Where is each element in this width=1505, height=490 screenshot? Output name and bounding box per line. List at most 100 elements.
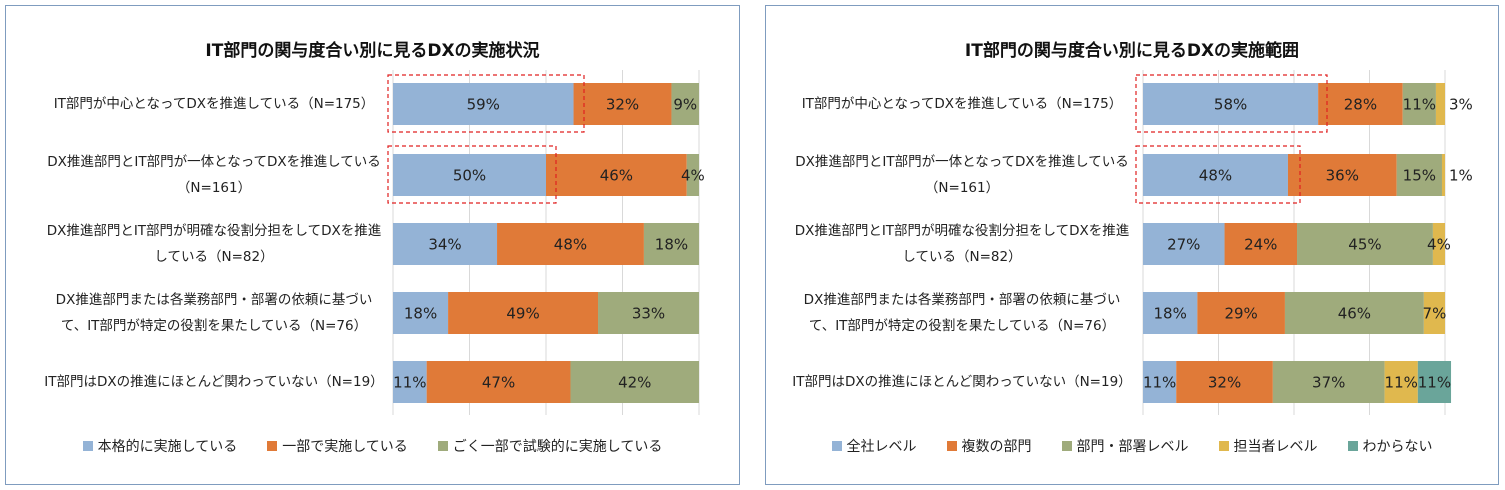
bar-segment [393, 154, 546, 196]
legend-swatch [1347, 441, 1358, 451]
highlight-box [387, 74, 585, 133]
bar-segment [1197, 292, 1285, 334]
bar-segment [1284, 292, 1424, 334]
data-label: 33% [632, 305, 665, 323]
legend-label: 全社レベル [846, 439, 917, 455]
bar-segment [1423, 292, 1445, 334]
legend-item: 複数の部門 [946, 436, 1032, 456]
category-label: IT部門はDXの推進にほとんど関わっていない（N=19） [792, 374, 1132, 390]
legend-swatch [946, 441, 957, 451]
data-label: 18% [655, 236, 688, 254]
data-label: 24% [1244, 236, 1277, 254]
category-label: DX推進部門とIT部門が明確な役割分担をしてDXを推進している（N=82） [794, 223, 1130, 265]
data-label: 34% [428, 236, 461, 254]
legend-swatch [1218, 441, 1229, 451]
legend-label: 担当者レベル [1233, 439, 1318, 455]
data-label: 18% [404, 305, 437, 323]
bar-segment [546, 154, 687, 196]
highlight-box [1135, 74, 1328, 133]
legend-item: 全社レベル [831, 436, 917, 456]
data-label: 18% [1154, 305, 1187, 323]
legend-item: 担当者レベル [1218, 436, 1318, 456]
bar-segment [1402, 83, 1436, 125]
data-label: 58% [1214, 96, 1247, 114]
data-label: 11% [1385, 374, 1418, 392]
bar-segment [426, 361, 571, 403]
bar-segment [393, 361, 427, 403]
chart-panel [765, 5, 1499, 485]
legend-swatch [267, 441, 278, 451]
highlight-box [1135, 145, 1301, 204]
data-label: 9% [673, 96, 697, 114]
data-label: 29% [1224, 305, 1257, 323]
bar-segment [1143, 83, 1319, 125]
bar-segment [393, 83, 574, 125]
data-label: 11% [393, 374, 426, 392]
legend-swatch [437, 441, 448, 451]
legend-label: 本格的に実施している [97, 439, 238, 455]
bar-segment [1396, 154, 1442, 196]
bar-segment [1435, 83, 1445, 125]
category-label: IT部門が中心となってDXを推進している（N=175） [53, 96, 375, 112]
bar-segment [1176, 361, 1273, 403]
data-label: 32% [1208, 374, 1241, 392]
data-label: 59% [467, 96, 500, 114]
data-label: 11% [1418, 374, 1451, 392]
legend-label: ごく一部で試験的に実施している [452, 439, 663, 455]
category-label: IT部門が中心となってDXを推進している（N=175） [801, 96, 1123, 112]
chart-panel [5, 5, 740, 485]
bar-segment [1432, 223, 1445, 265]
data-label: 48% [554, 236, 587, 254]
legend: 本格的に実施している 一部で実施している ごく一部で試験的に実施している [5, 436, 740, 456]
category-label: DX推進部門とIT部門が一体となってDXを推進している（N=161） [795, 154, 1129, 196]
data-label: 50% [453, 167, 486, 185]
bar-segment [1297, 223, 1433, 265]
bar-segment [1143, 223, 1225, 265]
legend-item: 本格的に実施している [82, 436, 238, 456]
data-label: 46% [600, 167, 633, 185]
legend-item: 一部で実施している [267, 436, 408, 456]
data-label: 45% [1348, 236, 1381, 254]
legend-item: ごく一部で試験的に実施している [437, 436, 663, 456]
bar-segment [1143, 361, 1177, 403]
legend-label: わからない [1362, 439, 1433, 455]
bar-segment [1441, 154, 1445, 196]
bar-segment [1143, 292, 1198, 334]
category-label: DX推進部門または各業務部門・部署の依頼に基づいて、IT部門が特定の役割を果たし… [803, 292, 1121, 334]
bar-segment [1384, 361, 1418, 403]
data-label: 32% [606, 96, 639, 114]
legend-item: 部門・部署レベル [1061, 436, 1189, 456]
data-label: 49% [506, 305, 539, 323]
highlight-box [387, 145, 557, 204]
data-label: 11% [1143, 374, 1176, 392]
bar-segment [448, 292, 599, 334]
category-label: DX推進部門とIT部門が一体となってDXを推進している（N=161） [47, 154, 381, 196]
data-label: 48% [1199, 167, 1232, 185]
data-label: 47% [482, 374, 515, 392]
data-label: 36% [1326, 167, 1359, 185]
legend-label: 一部で実施している [282, 439, 408, 455]
legend-label: 部門・部署レベル [1076, 439, 1189, 455]
bar-segment [1143, 154, 1288, 196]
data-label: 3% [1449, 96, 1473, 114]
bar-segment [1318, 83, 1403, 125]
bar-segment [1417, 361, 1452, 403]
data-label: 4% [1427, 236, 1451, 254]
data-label: 4% [681, 167, 705, 185]
bar-segment [686, 154, 699, 196]
legend-swatch [1061, 441, 1072, 451]
bar-segment [570, 361, 699, 403]
category-label: IT部門はDXの推進にほとんど関わっていない（N=19） [44, 374, 384, 390]
bar-segment [598, 292, 699, 334]
legend-item: わからない [1347, 436, 1433, 456]
data-label: 11% [1403, 96, 1436, 114]
data-label: 15% [1403, 167, 1436, 185]
data-label: 7% [1423, 305, 1447, 323]
data-label: 27% [1167, 236, 1200, 254]
data-label: 46% [1338, 305, 1371, 323]
legend: 全社レベル 複数の部門 部門・部署レベル 担当者レベル わからない [765, 436, 1499, 456]
legend-swatch [82, 441, 93, 451]
data-label: 42% [618, 374, 651, 392]
